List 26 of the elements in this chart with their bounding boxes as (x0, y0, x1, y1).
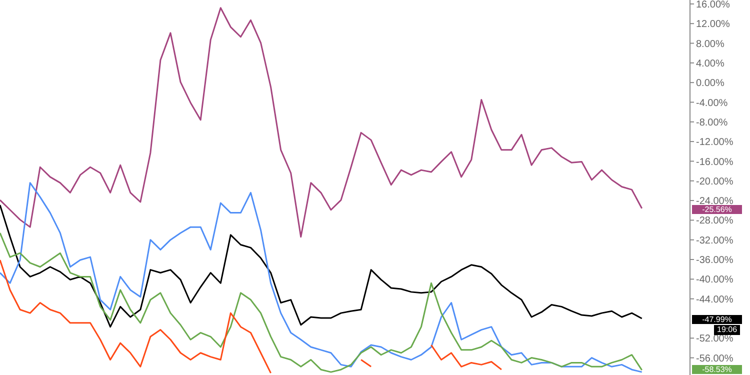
y-tick-label: -56.00% (696, 353, 734, 364)
text: -25.56% (692, 205, 742, 214)
y-tick-label: 4.00% (696, 58, 724, 70)
y-tick-label: 8.00% (696, 38, 724, 50)
y-tick-label: 0.00% (696, 78, 724, 90)
y-tick-label: -4.00% (696, 98, 728, 109)
y-tick-label: -8.00% (696, 117, 728, 128)
line-series (0, 182, 643, 373)
text: -58.53% (692, 365, 742, 374)
text: 19:06 (714, 325, 740, 336)
y-tick-label: -24.00% (696, 196, 734, 208)
y-tick-label: 16.00% (696, 0, 730, 10)
line-series (0, 7, 643, 238)
y-tick-label: -16.00% (696, 156, 734, 168)
y-tick-label: -12.00% (696, 137, 734, 148)
y-tick-label: -52.00% (696, 334, 734, 345)
y-tick-label: -36.00% (696, 255, 734, 266)
y-tick-label: -20.00% (696, 176, 734, 188)
y-tick-label: -28.00% (696, 216, 734, 227)
line-series (0, 232, 643, 373)
y-tick-label: -44.00% (696, 294, 734, 306)
line-series (0, 204, 643, 328)
y-tick-label: 12.00% (696, 19, 730, 30)
text: -47.99% (692, 315, 742, 324)
y-tick-label: -32.00% (696, 235, 734, 246)
y-tick-label: -40.00% (696, 274, 734, 286)
